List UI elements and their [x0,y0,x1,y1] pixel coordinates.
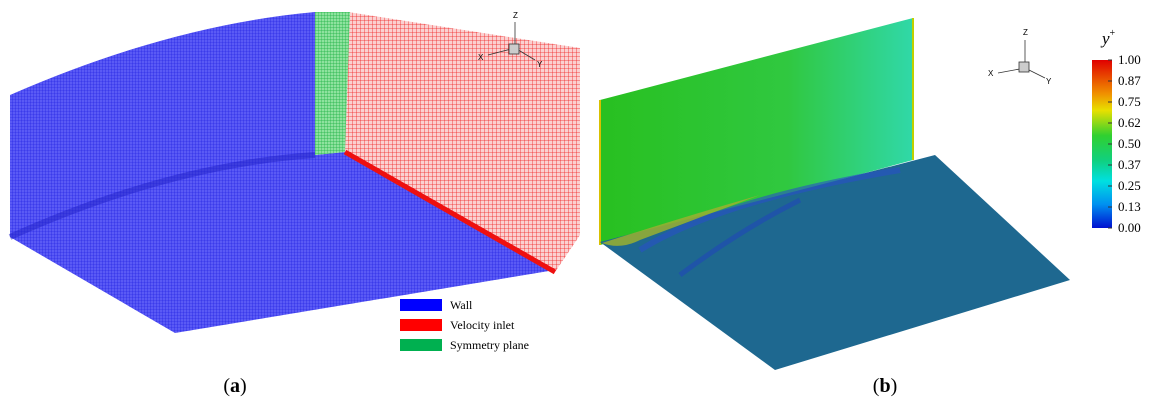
colorbar-tick-label: 0.87 [1118,73,1141,88]
colorbar-tick-label: 0.00 [1118,220,1141,235]
triad-z: Z [1023,28,1028,37]
colorbar-ticks: 1.00 0.87 0.75 0.62 0.50 0.37 0.25 0.13 0.00 [1108,52,1141,235]
colorbar-tick-label: 0.62 [1118,115,1141,130]
axis-triad [998,40,1045,78]
legend-label: Symmetry plane [450,338,529,352]
legend-label: Wall [450,298,473,312]
colorbar-tick-label: 0.37 [1118,157,1141,172]
panel-a: Z X Y Wall Velocity inlet Symmetry plane… [10,11,580,397]
symmetry-mesh [315,12,350,155]
caption: (a) [223,375,246,397]
colorbar-title: y+ [1100,28,1116,48]
triad-y: Y [1046,77,1052,86]
colorbar-tick-label: 0.13 [1118,199,1141,214]
colorbar-tick-label: 1.00 [1118,52,1141,67]
legend-swatch [400,319,442,331]
triad-x: X [988,69,994,78]
colorbar-tick-label: 0.75 [1118,94,1141,109]
caption: (b) [873,375,897,397]
triad-y: Y [537,60,543,69]
panel-b: Z X Y y+ 1.00 0.87 0.75 0.62 0.50 0.37 0.25 0.1… [600,18,1141,397]
legend-swatch [400,339,442,351]
figure: Z X Y Wall Velocity inlet Symmetry plane… [0,0,1157,406]
triad-x: X [478,53,484,62]
triad-z: Z [513,11,518,20]
colorbar-tick-label: 0.50 [1118,136,1141,151]
legend-swatch [400,299,442,311]
legend-label: Velocity inlet [450,318,515,332]
colorbar-tick-label: 0.25 [1118,178,1141,193]
